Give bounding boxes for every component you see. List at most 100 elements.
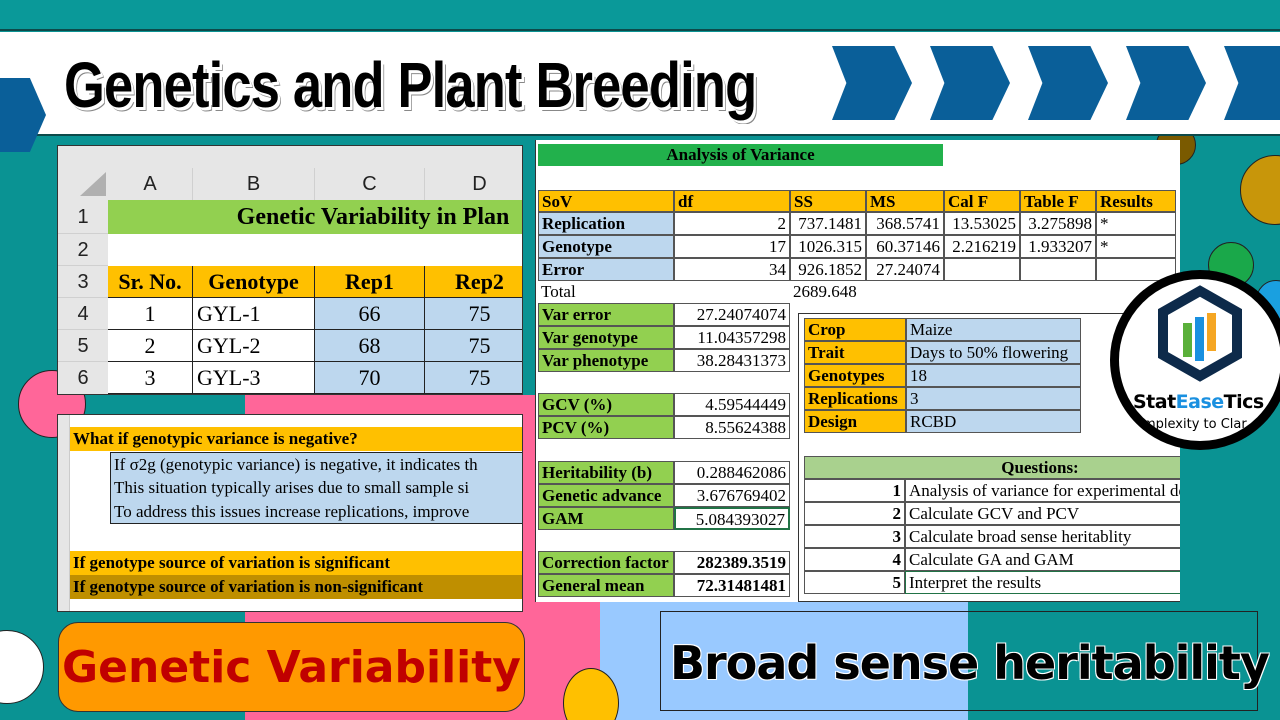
anova-header-table-f[interactable]: Table F [1020,190,1096,212]
cell-rep1[interactable]: 66 [315,298,425,330]
stat-label[interactable]: GAM [538,507,674,530]
stat-value[interactable]: 282389.3519 [674,551,790,574]
cell-rep2[interactable]: 75 [425,330,522,362]
stat-label[interactable]: Heritability (b) [538,461,674,484]
anova-df[interactable]: 34 [674,258,790,281]
anova-ss[interactable]: 1026.315 [790,235,866,258]
stat-label[interactable]: Var error [538,303,674,326]
cell-genotype[interactable]: GYL-1 [193,298,315,330]
anova-title[interactable]: Analysis of Variance [538,144,943,166]
cell-rep1[interactable]: 68 [315,330,425,362]
anova-header-df[interactable]: df [674,190,790,212]
cell-sr-no[interactable]: 3 [108,362,193,394]
cell-genotype[interactable]: GYL-3 [193,362,315,394]
question-number[interactable]: 2 [804,502,905,525]
anova-ss[interactable]: 926.1852 [790,258,866,281]
anova-header-ms[interactable]: MS [866,190,944,212]
cell-rep2[interactable]: 75 [425,298,522,330]
question-text[interactable]: Analysis of variance for experimental de… [905,479,1180,502]
column-header-a[interactable]: A [108,168,193,200]
header-rep1[interactable]: Rep1 [315,266,425,298]
anova-sov[interactable]: Genotype [538,235,674,258]
anova-result[interactable]: * [1096,212,1176,235]
info-value[interactable]: 18 [906,364,1081,387]
info-value[interactable]: RCBD [906,410,1081,433]
question-text[interactable]: Calculate GA and GAM [905,548,1180,571]
negative-variance-heading[interactable]: What if genotypic variance is negative? [70,427,522,451]
anova-table-f[interactable]: 1.933207 [1020,235,1096,258]
question-number[interactable]: 1 [804,479,905,502]
anova-sov[interactable]: Replication [538,212,674,235]
column-header-d[interactable]: D [425,168,522,200]
explanation-line-3[interactable]: To address this issues increase replicat… [110,500,522,524]
info-label[interactable]: Design [804,410,906,433]
info-value[interactable]: Maize [906,318,1081,341]
cell-sr-no[interactable]: 2 [108,330,193,362]
anova-result[interactable] [1096,258,1176,281]
anova-header-cal-f[interactable]: Cal F [944,190,1020,212]
significant-row[interactable]: If genotype source of variation is signi… [70,551,522,575]
question-number[interactable]: 4 [804,548,905,571]
stat-label[interactable]: GCV (%) [538,393,674,416]
header-sr-no[interactable]: Sr. No. [108,266,193,298]
question-text[interactable]: Calculate broad sense heritablity [905,525,1180,548]
info-label[interactable]: Genotypes [804,364,906,387]
row-header-1[interactable]: 1 [58,200,108,234]
anova-cal-f[interactable]: 2.216219 [944,235,1020,258]
info-label[interactable]: Crop [804,318,906,341]
anova-table-f[interactable] [1020,258,1096,281]
anova-ss[interactable]: 737.1481 [790,212,866,235]
explanation-line-1[interactable]: If σ2g (genotypic variance) is negative,… [110,452,522,476]
anova-result[interactable]: * [1096,235,1176,258]
anova-df[interactable]: 17 [674,235,790,258]
anova-table-f[interactable]: 3.275898 [1020,212,1096,235]
stat-label[interactable]: General mean [538,574,674,597]
cell-rep1[interactable]: 70 [315,362,425,394]
explanation-line-2[interactable]: This situation typically arises due to s… [110,476,522,500]
row-header-3[interactable]: 3 [58,266,108,298]
question-text[interactable]: Calculate GCV and PCV [905,502,1180,525]
stat-value-selected[interactable]: 5.084393027 [674,507,790,530]
info-value[interactable]: Days to 50% flowering [906,341,1081,364]
anova-sov[interactable]: Total [541,282,576,301]
stat-value[interactable]: 11.04357298 [674,326,790,349]
anova-cal-f[interactable] [944,258,1020,281]
question-number[interactable]: 3 [804,525,905,548]
question-text[interactable]: Interpret the results [905,571,1180,594]
header-genotype[interactable]: Genotype [193,266,315,298]
stat-label[interactable]: Genetic advance [538,484,674,507]
stat-label[interactable]: Var phenotype [538,349,674,372]
header-rep2[interactable]: Rep2 [425,266,522,298]
info-label[interactable]: Trait [804,341,906,364]
row-header-4[interactable]: 4 [58,298,108,330]
anova-ms[interactable]: 60.37146 [866,235,944,258]
cell-rep2[interactable]: 75 [425,362,522,394]
stat-value[interactable]: 27.24074074 [674,303,790,326]
stat-label[interactable]: Correction factor [538,551,674,574]
stat-value[interactable]: 4.59544449 [674,393,790,416]
stat-label[interactable]: PCV (%) [538,416,674,439]
stat-value[interactable]: 72.31481481 [674,574,790,597]
row-header-6[interactable]: 6 [58,362,108,394]
cell-genotype[interactable]: GYL-2 [193,330,315,362]
info-value[interactable]: 3 [906,387,1081,410]
info-label[interactable]: Replications [804,387,906,410]
stat-label[interactable]: Var genotype [538,326,674,349]
anova-ms[interactable]: 27.24074 [866,258,944,281]
stat-value[interactable]: 38.28431373 [674,349,790,372]
anova-ss[interactable]: 2689.648 [793,282,857,301]
anova-cal-f[interactable]: 13.53025 [944,212,1020,235]
question-number[interactable]: 5 [804,571,905,594]
column-header-c[interactable]: C [315,168,425,200]
anova-header-sov[interactable]: SoV [538,190,674,212]
anova-header-ss[interactable]: SS [790,190,866,212]
row-header-5[interactable]: 5 [58,330,108,362]
questions-title[interactable]: Questions: [804,456,1180,479]
anova-df[interactable]: 2 [674,212,790,235]
stat-value[interactable]: 3.676769402 [674,484,790,507]
cell-sr-no[interactable]: 1 [108,298,193,330]
anova-ms[interactable]: 368.5741 [866,212,944,235]
row-header-2[interactable]: 2 [58,234,108,266]
column-header-b[interactable]: B [193,168,315,200]
stat-value[interactable]: 0.288462086 [674,461,790,484]
